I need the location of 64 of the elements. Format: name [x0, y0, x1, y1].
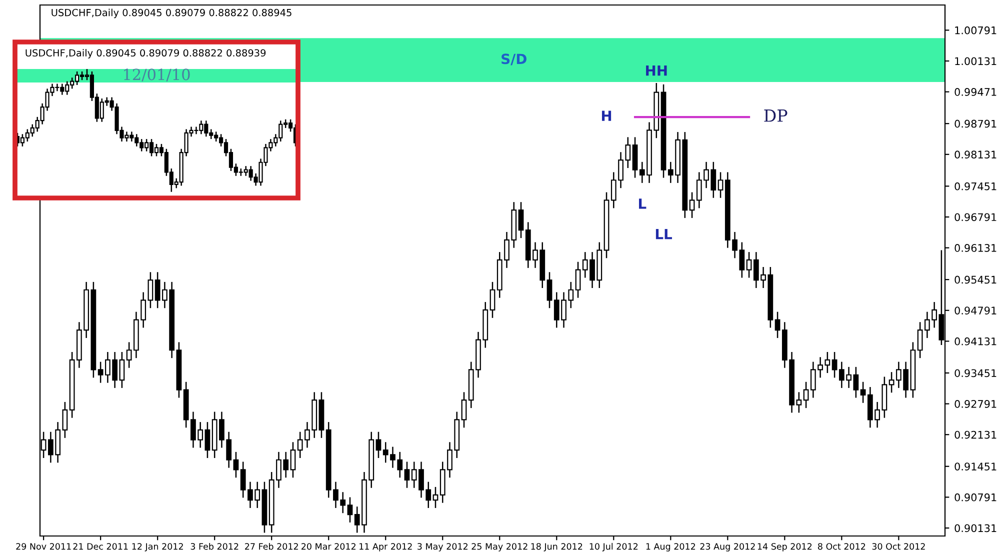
series-label: DP: [764, 110, 788, 122]
candlestick: [832, 351, 838, 378]
y-tick-label: 1.00791: [955, 26, 996, 34]
candlestick: [432, 486, 438, 509]
candlestick: [490, 281, 496, 319]
x-tick-label: 21 Dec 2011: [73, 543, 128, 550]
y-tick-label: 0.94791: [954, 306, 996, 314]
candlestick: [888, 371, 894, 394]
x-tick-label: 23 Aug 2012: [700, 543, 755, 552]
candlestick: [404, 461, 410, 489]
x-tick-label: 30 Oct 2012: [872, 543, 925, 550]
candlestick: [774, 311, 780, 339]
candlestick: [689, 192, 695, 219]
candlestick: [233, 451, 239, 478]
candlestick: [376, 431, 382, 459]
x-tick-label: 12 Jan 2012: [132, 543, 183, 552]
y-tick-label: 0.92131: [954, 430, 996, 439]
x-tick-label: 3 May 2012: [418, 543, 468, 552]
x-tick-label: 10 Jul 2012: [590, 542, 638, 552]
y-tick-label: 0.96791: [954, 213, 996, 222]
candlestick: [461, 392, 467, 428]
annotation: HH: [646, 65, 667, 76]
candlestick: [803, 381, 809, 409]
candlestick: [148, 272, 154, 309]
candlestick: [860, 381, 866, 404]
candlestick: [575, 261, 581, 298]
x-tick-label: 8 Oct 2012: [818, 543, 866, 550]
y-tick-label: 0.90791: [954, 493, 996, 502]
x-tick-label: 20 Mar 2012: [302, 543, 356, 550]
candlestick: [119, 351, 125, 389]
y-tick-label: 0.93451: [954, 369, 996, 378]
x-tick-label: 1 Aug 2012: [646, 543, 696, 552]
y-tick-label: 1.00131: [955, 57, 996, 66]
chart-title: USDCHF,Daily 0.89045 0.89079 0.88822 0.88939: [26, 49, 266, 58]
annotation: 12/01/10: [124, 68, 190, 82]
annotation: LL: [656, 228, 672, 240]
y-tick-label: 0.98791: [954, 120, 996, 128]
y-tick-label: 0.92791: [954, 400, 996, 408]
candlestick: [518, 201, 524, 239]
x-tick-label: 3 Feb 2012: [190, 542, 238, 550]
x-tick-label: 14 Sep 2012: [758, 543, 812, 552]
x-tick-label: 25 May 2012: [472, 543, 528, 552]
y-tick-label: 0.96131: [954, 244, 996, 252]
y-tick-label: 0.95451: [954, 276, 996, 284]
candlestick: [204, 421, 210, 459]
x-tick-label: 11 Apr 2012: [360, 543, 412, 552]
candlestick: [746, 251, 752, 278]
annotation: H: [602, 110, 612, 121]
x-tick-label: 29 Nov 2011: [16, 543, 71, 550]
chart-title: USDCHF,Daily 0.89045 0.89079 0.88822 0.88945: [52, 8, 292, 18]
x-tick-label: 27 Feb 2012: [245, 542, 298, 550]
y-tick-label: 0.99471: [954, 88, 996, 96]
annotation: L: [638, 198, 646, 209]
y-tick-label: 0.90131: [954, 524, 996, 532]
y-tick-label: 0.91451: [954, 462, 996, 470]
y-tick-label: 0.98131: [954, 150, 996, 159]
y-tick-label: 0.94131: [954, 337, 996, 346]
candlestick: [718, 172, 724, 199]
x-tick-label: 18 Jun 2012: [531, 543, 582, 552]
candlestick: [347, 496, 353, 524]
candlestick: [546, 272, 552, 309]
candlestick: [290, 442, 296, 478]
y-tick-label: 0.97451: [954, 182, 996, 190]
band-label: S/D: [502, 54, 526, 66]
